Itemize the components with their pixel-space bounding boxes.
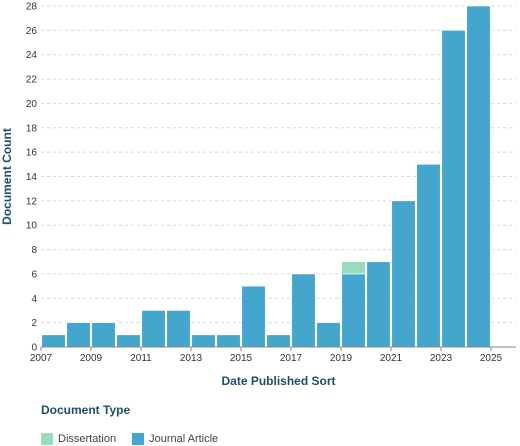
y-tick-label: 4 [31, 294, 37, 305]
gridlines [41, 5, 516, 324]
legend-item-journal-article[interactable]: Journal Article [132, 433, 218, 445]
y-tick-label: 12 [26, 196, 38, 207]
y-tick-label: 14 [26, 172, 38, 183]
bars [41, 5, 491, 348]
bar-journal-article-2018[interactable] [316, 322, 341, 348]
x-tick-label: 2021 [380, 353, 403, 364]
bar-journal-article-2009[interactable] [91, 322, 116, 348]
bar-journal-article-2023[interactable] [441, 30, 466, 348]
y-tick-label: 0 [31, 343, 37, 354]
y-tick-label: 16 [26, 148, 38, 159]
bar-journal-article-2008[interactable] [66, 322, 91, 348]
legend-title: Document Type [41, 403, 131, 417]
bar-journal-article-2020[interactable] [366, 261, 391, 348]
x-tick-label: 2025 [480, 353, 503, 364]
bar-dissertation-2019[interactable] [341, 261, 366, 275]
bar-journal-article-2016[interactable] [266, 334, 291, 348]
bar-journal-article-2011[interactable] [141, 310, 166, 348]
legend-label-dissertation: Dissertation [58, 433, 117, 445]
y-tick-label: 8 [31, 245, 37, 256]
bar-journal-article-2019[interactable] [341, 273, 366, 348]
legend: Document Type Dissertation Journal Artic… [41, 403, 218, 445]
legend-items: Dissertation Journal Article [41, 433, 218, 445]
x-axis-title: Date Published Sort [221, 374, 335, 388]
bar-journal-article-2017[interactable] [291, 273, 316, 348]
x-tick-label: 2007 [30, 353, 53, 364]
y-tick-label: 24 [26, 50, 38, 61]
bar-journal-article-2014[interactable] [216, 334, 241, 348]
y-axis-title: Document Count [0, 128, 14, 225]
legend-label-journal-article: Journal Article [149, 433, 219, 445]
y-tick-label: 20 [26, 99, 38, 110]
bar-journal-article-2012[interactable] [166, 310, 191, 348]
bar-journal-article-2007[interactable] [41, 334, 66, 348]
y-tick-label: 26 [26, 26, 38, 37]
bar-journal-article-2015[interactable] [241, 285, 266, 348]
legend-swatch-journal-article [132, 433, 145, 445]
x-tick-label: 2023 [430, 353, 453, 364]
bar-journal-article-2010[interactable] [116, 334, 141, 348]
y-tick-label: 6 [31, 269, 37, 280]
y-tick-label: 10 [26, 221, 38, 232]
y-tick-label: 18 [26, 123, 38, 134]
bar-journal-article-2024[interactable] [466, 5, 491, 348]
x-tick-label: 2019 [330, 353, 353, 364]
bar-journal-article-2022[interactable] [416, 164, 441, 348]
y-tick-label: 28 [26, 2, 38, 13]
y-tick-label: 2 [31, 318, 37, 329]
x-tick-label: 2017 [280, 353, 303, 364]
x-tick-label: 2009 [80, 353, 103, 364]
bar-journal-article-2013[interactable] [191, 334, 216, 348]
y-tick-label: 22 [26, 75, 38, 86]
x-tick-label: 2011 [130, 353, 152, 364]
x-tick-label: 2015 [230, 353, 253, 364]
legend-item-dissertation[interactable]: Dissertation [41, 433, 116, 445]
legend-swatch-dissertation [41, 433, 53, 445]
x-tick-label: 2013 [180, 353, 203, 364]
bar-journal-article-2021[interactable] [391, 200, 416, 348]
